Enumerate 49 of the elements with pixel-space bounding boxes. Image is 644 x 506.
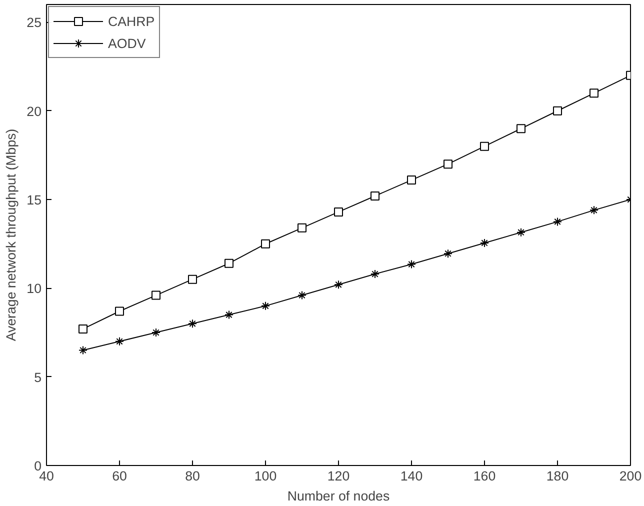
point (407, 176, 416, 185)
x-tick-label: 120 (327, 468, 350, 484)
x-tick-label: 40 (39, 468, 54, 484)
y-tick-label: 5 (34, 370, 42, 385)
point (444, 160, 452, 169)
y-tick-label: 15 (26, 192, 42, 208)
point (334, 207, 343, 216)
point (516, 124, 526, 134)
point (370, 270, 380, 279)
legend-label: AODV (108, 36, 146, 50)
point (553, 106, 562, 116)
x-tick-label: 180 (546, 468, 569, 484)
x-tick-label: 100 (254, 468, 277, 484)
x-axis-title: Number of nodes (287, 488, 390, 504)
point (78, 324, 88, 334)
x-tick-label: 200 (619, 468, 642, 484)
legend-label: CAHRP (108, 14, 155, 28)
point (298, 290, 306, 300)
point (590, 88, 598, 98)
point (152, 290, 160, 300)
point (224, 258, 234, 268)
point (298, 223, 306, 232)
point (480, 142, 489, 151)
point (261, 301, 270, 310)
x-tick-label: 140 (400, 468, 423, 484)
point (188, 319, 197, 328)
y-tick-label: 10 (26, 281, 42, 296)
y-tick-label: 25 (26, 15, 42, 30)
point (444, 249, 452, 258)
y-axis-title: Average network throughput (Mbps) (4, 128, 19, 342)
x-tick-label: 80 (185, 468, 200, 484)
point (188, 274, 197, 284)
x-tick-label: 160 (473, 468, 496, 484)
point (590, 206, 598, 215)
point (334, 280, 343, 290)
point (553, 217, 562, 226)
point (407, 260, 416, 269)
y-tick-label: 0 (34, 458, 42, 474)
point (78, 346, 88, 355)
point (224, 310, 234, 320)
point (516, 228, 526, 237)
point (480, 238, 489, 248)
x-tick-label: 60 (112, 468, 127, 484)
point (152, 328, 160, 338)
point (370, 191, 380, 200)
point (261, 239, 270, 248)
y-tick-label: 20 (26, 104, 42, 119)
point (115, 306, 124, 316)
point (115, 336, 124, 346)
